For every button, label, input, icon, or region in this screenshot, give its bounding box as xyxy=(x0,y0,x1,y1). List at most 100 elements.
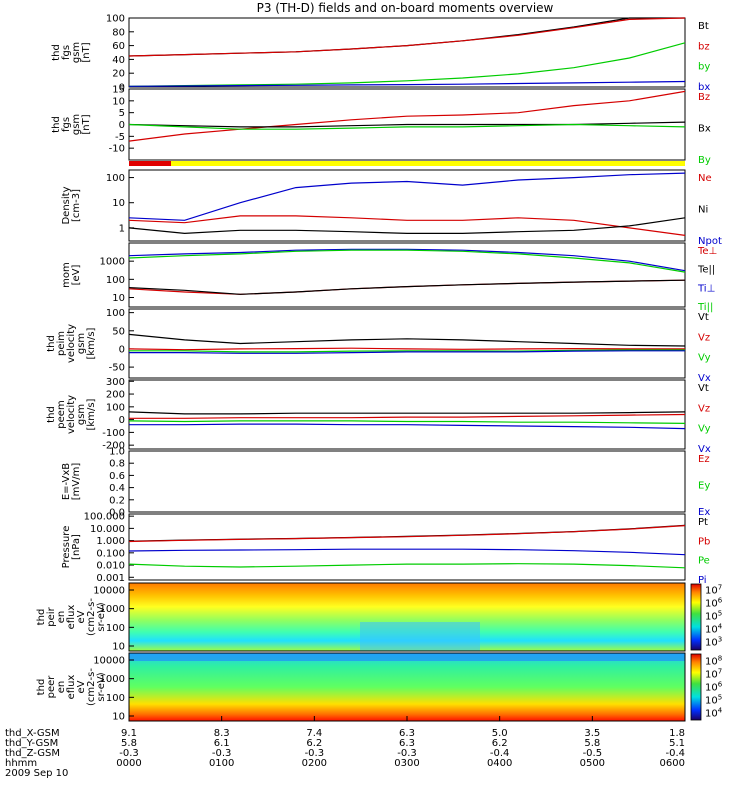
peim-velocity-ylabel-line: velocity xyxy=(66,324,77,363)
peir-spectrogram-yticks: 10000 1000 100 10 xyxy=(93,586,134,653)
pressure-legend-Pb: Pb xyxy=(698,536,710,547)
density-tick-label: 1 xyxy=(119,223,125,234)
pressure-ylabel-line: [nPa] xyxy=(71,534,82,560)
mode-bar-fast xyxy=(129,161,171,166)
peem-velocity-legend-Vx: Vx xyxy=(698,444,711,455)
density-series-Npot-line xyxy=(128,172,686,221)
temperature-legend-Te: Te|| xyxy=(697,265,715,276)
bottom-axis-value: -0.3 xyxy=(397,748,417,759)
efield-tick-label: 1.0 xyxy=(109,447,125,458)
peim-velocity-series-Vy-line xyxy=(129,349,685,353)
peem-velocity-series-Vt-line xyxy=(128,411,686,415)
peem-velocity-tick-label: 300 xyxy=(106,377,125,388)
peem-velocity-tick-label: -200 xyxy=(102,441,125,452)
efield-tick-label: 0.8 xyxy=(109,459,125,470)
peir-colorbar-gradient xyxy=(690,583,702,651)
bottom-axis-value: 6.2 xyxy=(306,738,322,749)
fgs-magnitude-tick-label: 40 xyxy=(112,55,125,66)
efield-tick-label: 0.2 xyxy=(109,495,125,506)
peir-spectrogram-panel: thd peir en eflux eV (cm2-s-sr-eV) 1000010001… xyxy=(36,582,686,653)
peer-spectrogram-yticks: 10000 1000 100 10 xyxy=(93,656,134,723)
density-tick-label: 10 xyxy=(112,198,125,209)
peer-spectrogram-tick-label: 10000 xyxy=(93,656,125,667)
peem-velocity-tick-label: 0 xyxy=(119,415,125,426)
peim-velocity-series-Vt-line xyxy=(128,333,686,347)
bottom-axis-row-label: thd_X-GSM xyxy=(5,728,60,739)
temperature-panel: mom [eV] 1000 100 10 Te⊥ Te|| Ti⊥ Ti|| xyxy=(61,242,717,313)
fgs-components-ylabel-line: gsm xyxy=(71,114,82,135)
efield-ylabel-line: E=-VxB xyxy=(61,463,72,500)
peir-spectrogram-ylabel-line: thd xyxy=(36,609,47,626)
fgs-magnitude-legend-bz: bz xyxy=(698,41,710,52)
bottom-axis-value: 0400 xyxy=(487,758,512,769)
peer-spectrogram-image xyxy=(129,653,685,721)
fgs-magnitude-series-by-line xyxy=(128,42,686,87)
bottom-axis-value: 5.0 xyxy=(492,728,508,739)
efield-legend-Ey: Ey xyxy=(698,481,710,492)
fgs-magnitude-legend-bx: bx xyxy=(698,82,710,93)
peer-colorbar-gradient xyxy=(690,653,702,721)
efield-tick-label: 0.6 xyxy=(109,471,125,482)
peir-spectrogram-ylabel-line: (cm2-s- xyxy=(86,598,97,636)
colorbar-tick-label: 105 xyxy=(705,694,722,707)
pressure-series-Pe-line xyxy=(128,563,686,569)
colorbar-tick-label: 103 xyxy=(705,636,722,649)
efield-ylabel-line: [mV/m] xyxy=(71,463,82,501)
peim-velocity-tick-label: -50 xyxy=(109,363,125,374)
colorbar-tick-label: 106 xyxy=(705,597,723,610)
bottom-axis-value: 1.8 xyxy=(669,728,685,739)
density-series-Ne-line xyxy=(128,215,686,236)
fgs-magnitude-tick-label: 100 xyxy=(106,14,125,25)
fgs-magnitude-ylabel-line: [nT] xyxy=(81,42,92,62)
fgs-magnitude-legend-by: by xyxy=(698,62,710,73)
mode-bar-slow xyxy=(171,161,685,166)
fgs-components-series-By-line xyxy=(128,123,686,130)
bottom-axis-value: 5.1 xyxy=(669,738,685,749)
bottom-axis-value: 0200 xyxy=(302,758,327,769)
pressure-tick-label: 0.001 xyxy=(96,573,125,584)
bottom-axis-value: 6.2 xyxy=(492,738,508,749)
bottom-axis-value: 0100 xyxy=(209,758,234,769)
fgs-components-ylabel-line: fgs xyxy=(61,117,72,132)
bottom-axis-value: -0.3 xyxy=(212,748,232,759)
fgs-components-legend-By: By xyxy=(698,155,711,166)
peir-spectrogram-ylabel-line: sr-eV) xyxy=(96,602,107,631)
temperature-legend-Ti: Ti⊥ xyxy=(697,283,715,294)
fgs-magnitude-ylabel-line: fgs xyxy=(61,45,72,60)
efield-tick-label: 0.4 xyxy=(109,483,125,494)
peer-spectrogram-top-band xyxy=(129,653,685,661)
peim-velocity-ylabel-line: [km/s] xyxy=(86,327,97,359)
fgs-components-legend-Bz: Bz xyxy=(698,92,710,103)
peim-velocity-panel: thd peim velocity gsm [km/s] 100 50 0 -50 Vt Vz Vy V… xyxy=(46,308,711,384)
peim-velocity-ylabel-line: thd xyxy=(46,335,57,352)
peir-spectrogram-tick-label: 10 xyxy=(112,642,125,653)
fgs-components-legend-Bx: Bx xyxy=(698,124,711,135)
bottom-axis-value: 5.8 xyxy=(121,738,137,749)
temperature-series-Te-line xyxy=(128,279,686,295)
date-label: 2009 Sep 10 xyxy=(5,768,68,779)
bottom-axis-value: 6.3 xyxy=(399,728,415,739)
bottom-axis-value: 0500 xyxy=(580,758,605,769)
peer-spectrogram-ylabel-line: en xyxy=(56,681,67,694)
efield-tick-label: 0.0 xyxy=(109,508,125,519)
peir-spectrogram-frame xyxy=(128,582,686,652)
density-series-Ni-line xyxy=(128,217,686,235)
peir-spectrogram-ylabel-line: eV xyxy=(76,610,87,623)
bottom-axis-value: 6.3 xyxy=(399,738,415,749)
pressure-legend-Pt: Pt xyxy=(698,517,708,528)
pressure-series-Pt-line xyxy=(128,524,686,542)
peem-velocity-tick-label: 200 xyxy=(106,390,125,401)
peim-velocity-ylabel-line: peim xyxy=(56,331,67,356)
figure-title: P3 (TH-D) fields and on-board moments ov… xyxy=(257,1,554,15)
peim-velocity-ylabel-line: gsm xyxy=(76,333,87,354)
bottom-axis-value: 9.1 xyxy=(121,728,137,739)
pressure-tick-label: 100.000 xyxy=(84,512,125,523)
pressure-tick-label: 0.100 xyxy=(96,548,125,559)
fgs-magnitude-ylabel-line: gsm xyxy=(71,42,82,63)
bottom-axis-value: 5.8 xyxy=(584,738,600,749)
peem-velocity-series-Vx-line xyxy=(129,423,686,430)
fgs-components-tick-label: 15 xyxy=(112,85,125,96)
peem-velocity-ylabel-line: peem xyxy=(56,400,67,428)
pressure-legend-Pe: Pe xyxy=(698,556,710,567)
